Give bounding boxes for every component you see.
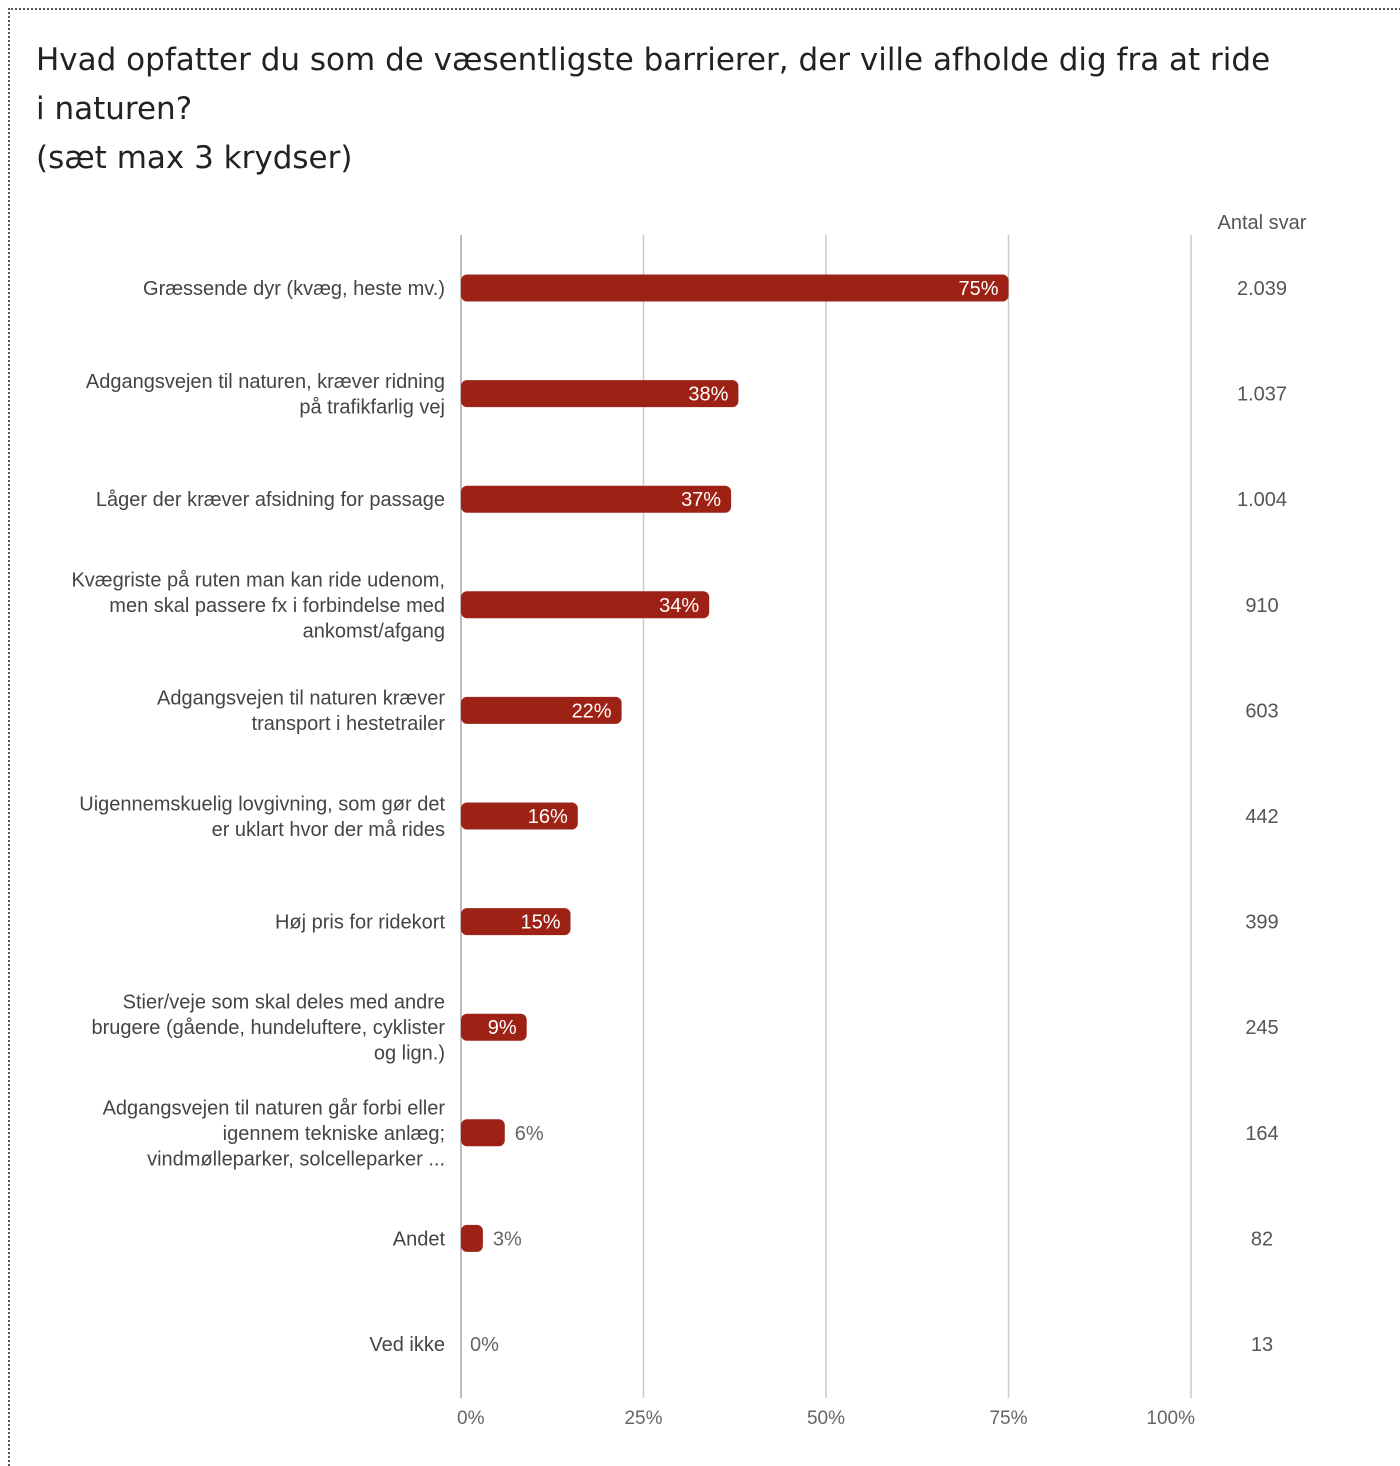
category-label: Stier/veje som skal deles med andre (123, 992, 445, 1014)
category-label: Adgangsvejen til naturen kræver (157, 688, 445, 710)
answer-count: 13 (1251, 1334, 1273, 1356)
bar (461, 1119, 505, 1147)
category-label: vindmølleparker, solcelleparker ... (147, 1148, 445, 1170)
bar-value-label: 6% (515, 1123, 544, 1145)
x-tick-label: 0% (457, 1408, 485, 1429)
bar (461, 591, 710, 619)
bar (461, 908, 571, 936)
category-label: Høj pris for ridekort (275, 912, 445, 934)
category-label: Adgangsvejen til naturen, kræver ridning (86, 371, 445, 393)
bar-value-label: 9% (488, 1017, 517, 1039)
answer-count: 603 (1245, 700, 1278, 722)
category-label: Græssende dyr (kvæg, heste mv.) (143, 278, 445, 300)
chart-title: Hvad opfatter du som de væsentligste bar… (36, 42, 1271, 176)
x-tick-label: 25% (624, 1408, 662, 1429)
answer-count: 1.037 (1237, 384, 1287, 406)
bar-value-label: 37% (681, 489, 721, 511)
category-label: og lign.) (374, 1043, 445, 1065)
category-label: Kvægriste på ruten man kan ride udenom, (71, 569, 445, 591)
answer-count: 399 (1245, 912, 1278, 934)
answer-count: 910 (1245, 595, 1278, 617)
x-tick-label: 50% (807, 1408, 845, 1429)
bar-value-label: 38% (688, 384, 728, 406)
category-label: Andet (393, 1228, 446, 1250)
category-label: på trafikfarlig vej (299, 396, 445, 418)
bar-value-label: 75% (958, 278, 998, 300)
bar-value-label: 22% (572, 700, 612, 722)
bar (461, 380, 739, 408)
category-label: Adgangsvejen til naturen går forbi eller (103, 1097, 446, 1119)
count-column-header: Antal svar (1218, 212, 1307, 234)
category-label: er uklart hvor der må rides (212, 819, 445, 841)
bar (461, 485, 732, 513)
answer-count: 1.004 (1237, 489, 1287, 511)
bar (461, 696, 622, 724)
answer-count: 82 (1251, 1228, 1273, 1250)
category-label: Ved ikke (369, 1334, 445, 1356)
bar (461, 1224, 483, 1252)
bar-value-label: 16% (528, 806, 568, 828)
bar (461, 274, 1009, 302)
bar-value-label: 34% (659, 595, 699, 617)
answer-count: 2.039 (1237, 278, 1287, 300)
category-label: transport i hestetrailer (252, 713, 446, 735)
category-label: men skal passere fx i forbindelse med (109, 595, 445, 617)
category-label: igennem tekniske anlæg; (223, 1123, 445, 1145)
bar-value-label: 0% (470, 1334, 499, 1356)
chart-frame (8, 8, 1400, 1466)
category-label: ankomst/afgang (303, 620, 445, 642)
bar-value-label: 3% (493, 1228, 522, 1250)
category-label: brugere (gående, hundeluftere, cyklister (91, 1017, 445, 1039)
bar (461, 1013, 527, 1041)
answer-count: 442 (1245, 806, 1278, 828)
category-label: Låger der kræver afsidning for passage (96, 489, 445, 511)
x-tick-label: 100% (1146, 1408, 1195, 1429)
category-label: Uigennemskuelig lovgivning, som gør det (79, 793, 445, 815)
answer-count: 164 (1245, 1123, 1278, 1145)
answer-count: 245 (1245, 1017, 1278, 1039)
bar (461, 802, 578, 830)
x-tick-label: 75% (989, 1408, 1027, 1429)
bar-value-label: 15% (520, 912, 560, 934)
